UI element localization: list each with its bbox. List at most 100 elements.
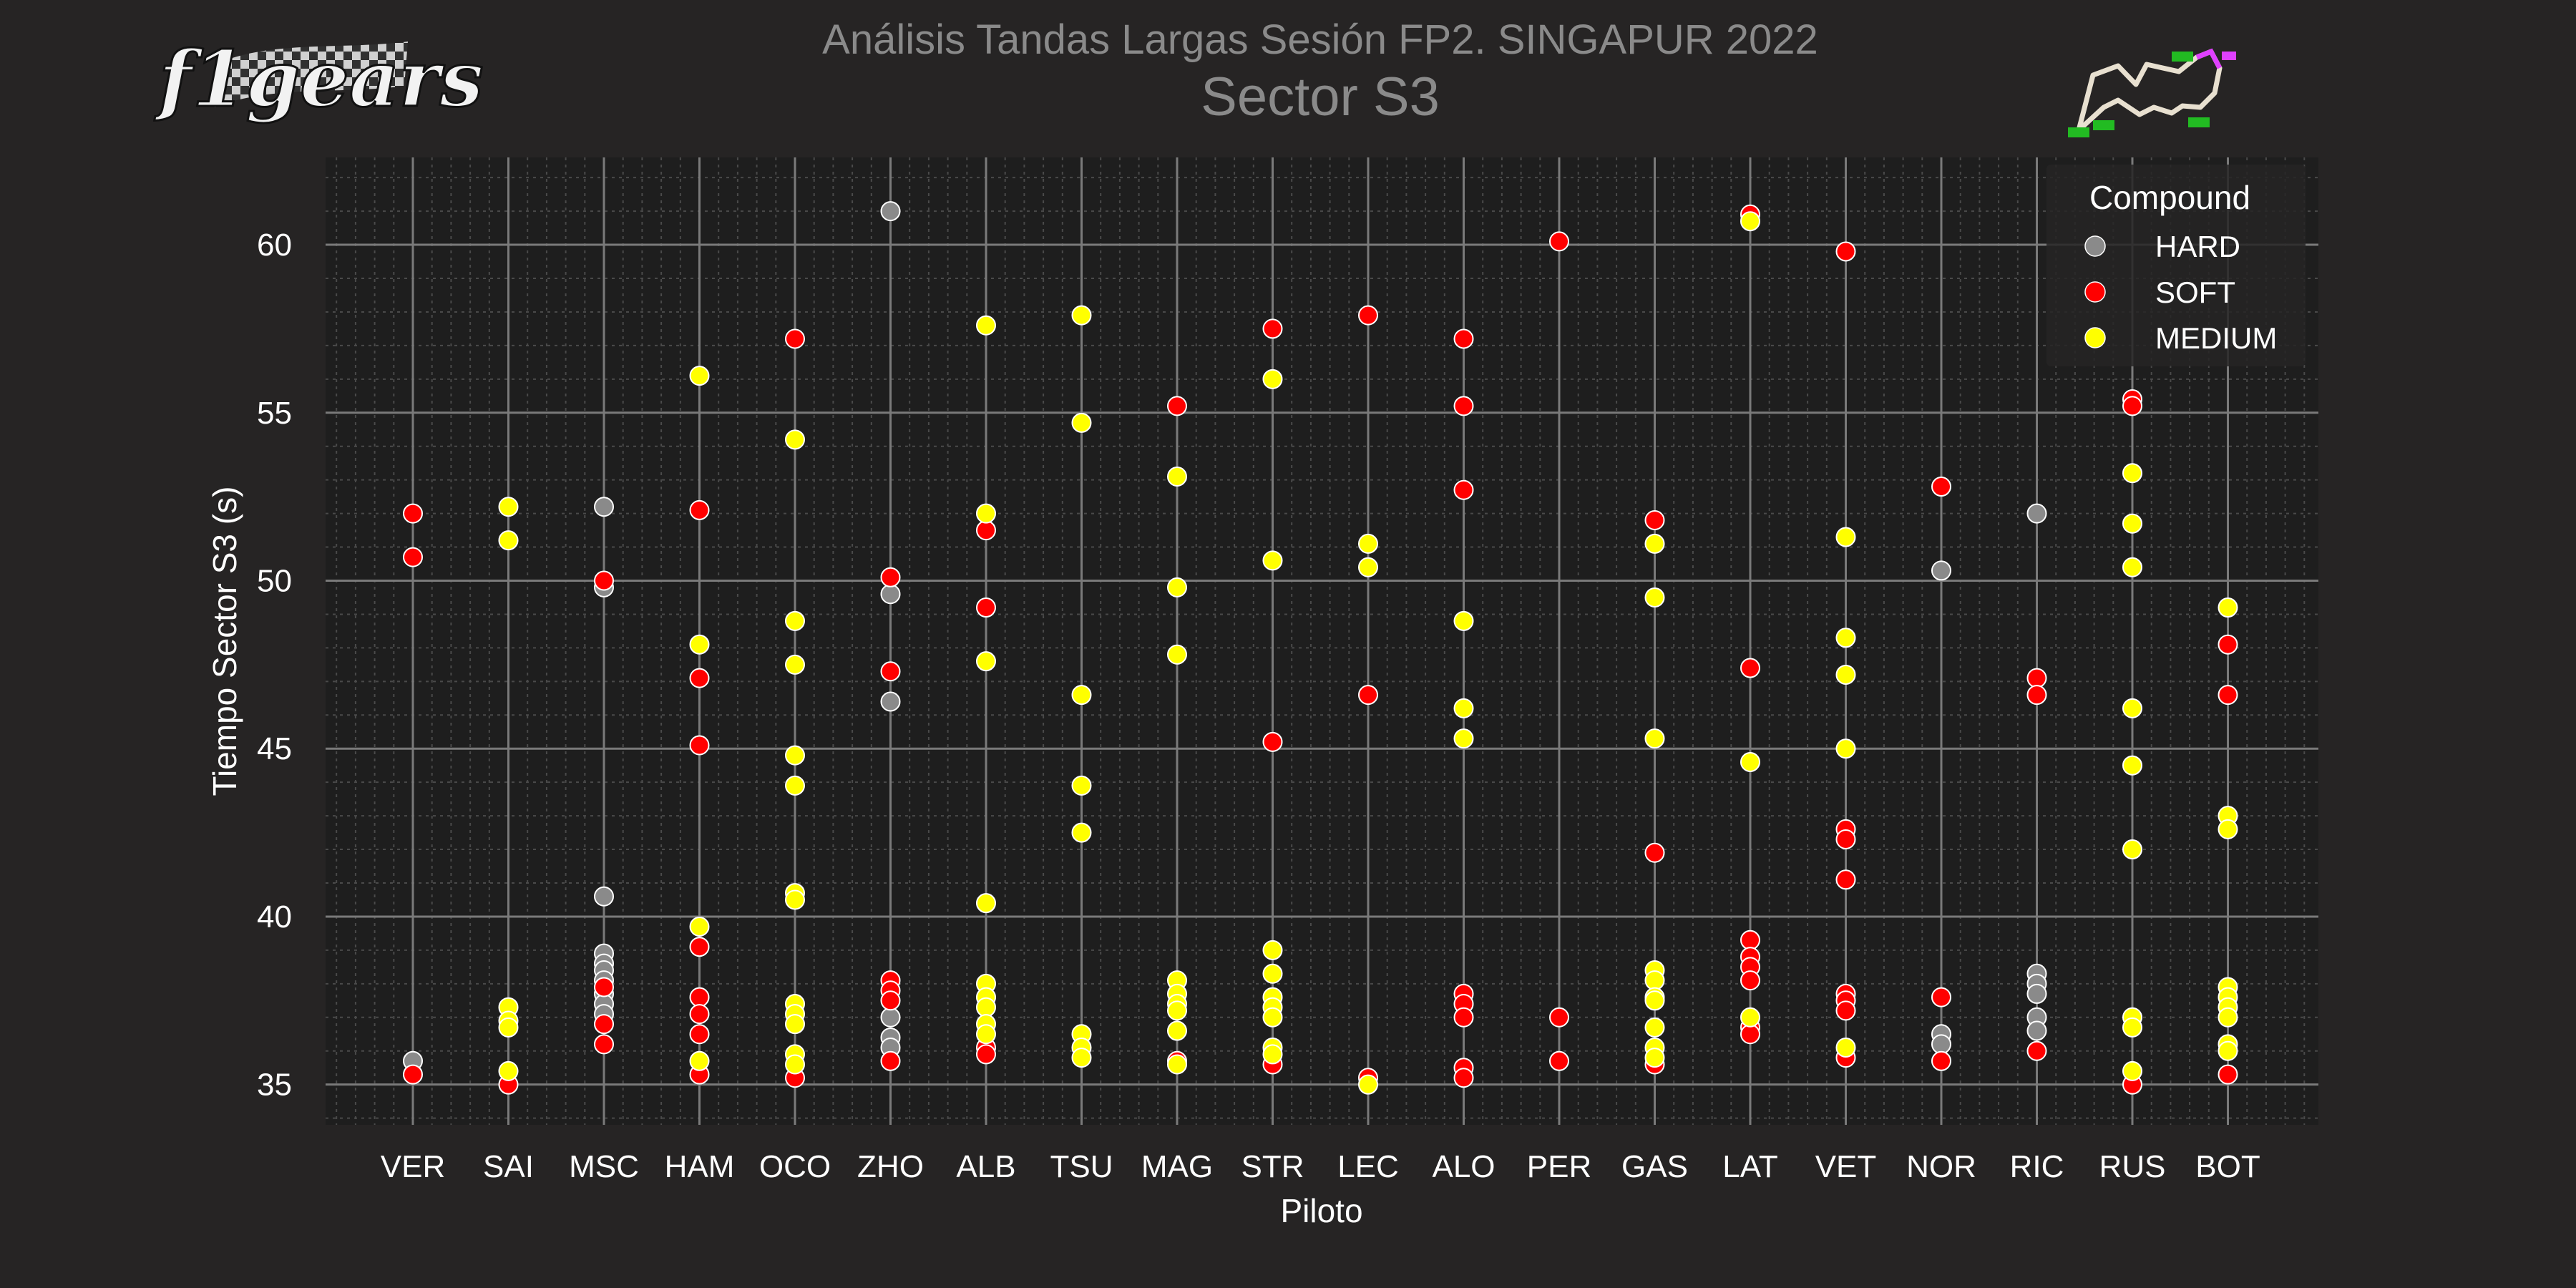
x-tick-label: PER <box>1527 1149 1591 1184</box>
plot-area <box>326 157 2318 1125</box>
x-tick-label: RIC <box>2010 1149 2064 1184</box>
data-point-medium <box>2218 1007 2238 1028</box>
data-point-medium <box>2122 698 2142 718</box>
data-point-soft <box>976 597 996 618</box>
data-point-medium <box>1262 963 1283 984</box>
data-point-medium <box>498 530 519 551</box>
data-point-medium <box>1835 738 1856 759</box>
x-tick-label: ALB <box>956 1149 1015 1184</box>
data-point-medium <box>785 654 805 675</box>
data-point-soft <box>403 503 423 524</box>
data-point-soft <box>594 1014 614 1035</box>
data-point-soft <box>1358 685 1378 706</box>
chart-subtitle: Sector S3 <box>1201 67 1440 127</box>
data-point-hard <box>594 886 614 907</box>
data-point-soft <box>1453 479 1474 500</box>
data-point-soft <box>594 977 614 997</box>
x-tick-label: GAS <box>1621 1149 1688 1184</box>
data-point-soft <box>2026 668 2047 688</box>
data-point-soft <box>880 661 901 682</box>
data-point-medium <box>1644 728 1665 749</box>
data-point-medium <box>1167 1000 1187 1021</box>
data-point-medium <box>1167 1054 1187 1075</box>
data-point-medium <box>785 889 805 910</box>
data-point-medium <box>1358 533 1378 554</box>
data-point-medium <box>2122 513 2142 534</box>
data-point-hard <box>594 497 614 517</box>
f1gears-logo: f1gears <box>153 34 485 126</box>
legend-label: HARD <box>2155 230 2240 263</box>
legend: Compound HARD SOFT MEDIUM <box>2046 165 2306 366</box>
data-point-soft <box>689 499 710 520</box>
x-tick-label: OCO <box>759 1149 831 1184</box>
data-point-soft <box>689 987 710 1008</box>
legend-label: SOFT <box>2155 275 2235 309</box>
y-tick-label: 40 <box>257 899 292 935</box>
data-point-soft <box>1644 842 1665 863</box>
data-point-soft <box>1453 396 1474 416</box>
data-point-hard <box>2026 503 2047 524</box>
data-point-soft <box>880 567 901 587</box>
y-tick-label: 50 <box>257 564 292 599</box>
x-tick-label: TSU <box>1050 1149 1113 1184</box>
data-point-soft <box>976 520 996 541</box>
data-point-medium <box>1262 1007 1283 1028</box>
data-point-medium <box>1071 775 1092 796</box>
data-point-soft <box>1835 869 1856 890</box>
data-point-medium <box>689 634 710 655</box>
data-point-medium <box>2218 597 2238 618</box>
data-point-medium <box>1262 1044 1283 1065</box>
data-point-medium <box>2122 1060 2142 1081</box>
data-point-medium <box>1071 1048 1092 1068</box>
x-tick-label: SAI <box>483 1149 534 1184</box>
data-point-medium <box>1835 1038 1856 1058</box>
data-point-medium <box>2122 839 2142 860</box>
x-tick-label: NOR <box>1906 1149 1976 1184</box>
legend-marker <box>2084 235 2106 257</box>
x-tick-label: VER <box>381 1149 445 1184</box>
data-point-soft <box>403 547 423 567</box>
legend-title: Compound <box>2089 179 2250 216</box>
data-point-hard <box>1931 560 1951 581</box>
data-point-medium <box>2218 1040 2238 1061</box>
data-point-soft <box>2026 685 2047 706</box>
data-point-soft <box>976 1044 996 1065</box>
data-point-medium <box>1167 577 1187 597</box>
data-point-medium <box>1644 990 1665 1011</box>
data-point-soft <box>1453 1007 1474 1028</box>
data-point-soft <box>1167 396 1187 416</box>
data-point-medium <box>1835 527 1856 547</box>
data-point-medium <box>2218 819 2238 839</box>
data-point-hard <box>880 201 901 222</box>
data-point-hard <box>2026 1020 2047 1041</box>
data-point-soft <box>1740 1024 1760 1045</box>
x-tick-label: ZHO <box>857 1149 924 1184</box>
data-point-medium <box>976 893 996 914</box>
data-point-hard <box>1931 1034 1951 1055</box>
data-point-soft <box>689 735 710 756</box>
legend-label: MEDIUM <box>2155 321 2277 355</box>
legend-box <box>2046 165 2306 366</box>
x-tick-label: ALO <box>1432 1149 1495 1184</box>
legend-marker <box>2084 327 2106 348</box>
data-point-medium <box>689 1050 710 1071</box>
x-tick-label: MAG <box>1141 1149 1213 1184</box>
data-point-medium <box>1262 940 1283 960</box>
y-tick-label: 55 <box>257 396 292 431</box>
data-point-medium <box>1167 1020 1187 1041</box>
data-point-medium <box>1644 1017 1665 1038</box>
data-point-soft <box>2218 1064 2238 1085</box>
x-tick-label: RUS <box>2099 1149 2166 1184</box>
data-point-medium <box>976 651 996 672</box>
x-axis-label: Piloto <box>1280 1192 1362 1229</box>
data-point-hard <box>880 584 901 605</box>
data-point-medium <box>785 610 805 631</box>
data-point-medium <box>498 497 519 517</box>
data-point-medium <box>1167 644 1187 665</box>
data-point-soft <box>1262 731 1283 752</box>
chart-title: Análisis Tandas Largas Sesión FP2. SINGA… <box>822 16 1818 63</box>
data-point-hard <box>880 1007 901 1028</box>
data-point-hard <box>880 691 901 712</box>
data-point-soft <box>1835 829 1856 849</box>
